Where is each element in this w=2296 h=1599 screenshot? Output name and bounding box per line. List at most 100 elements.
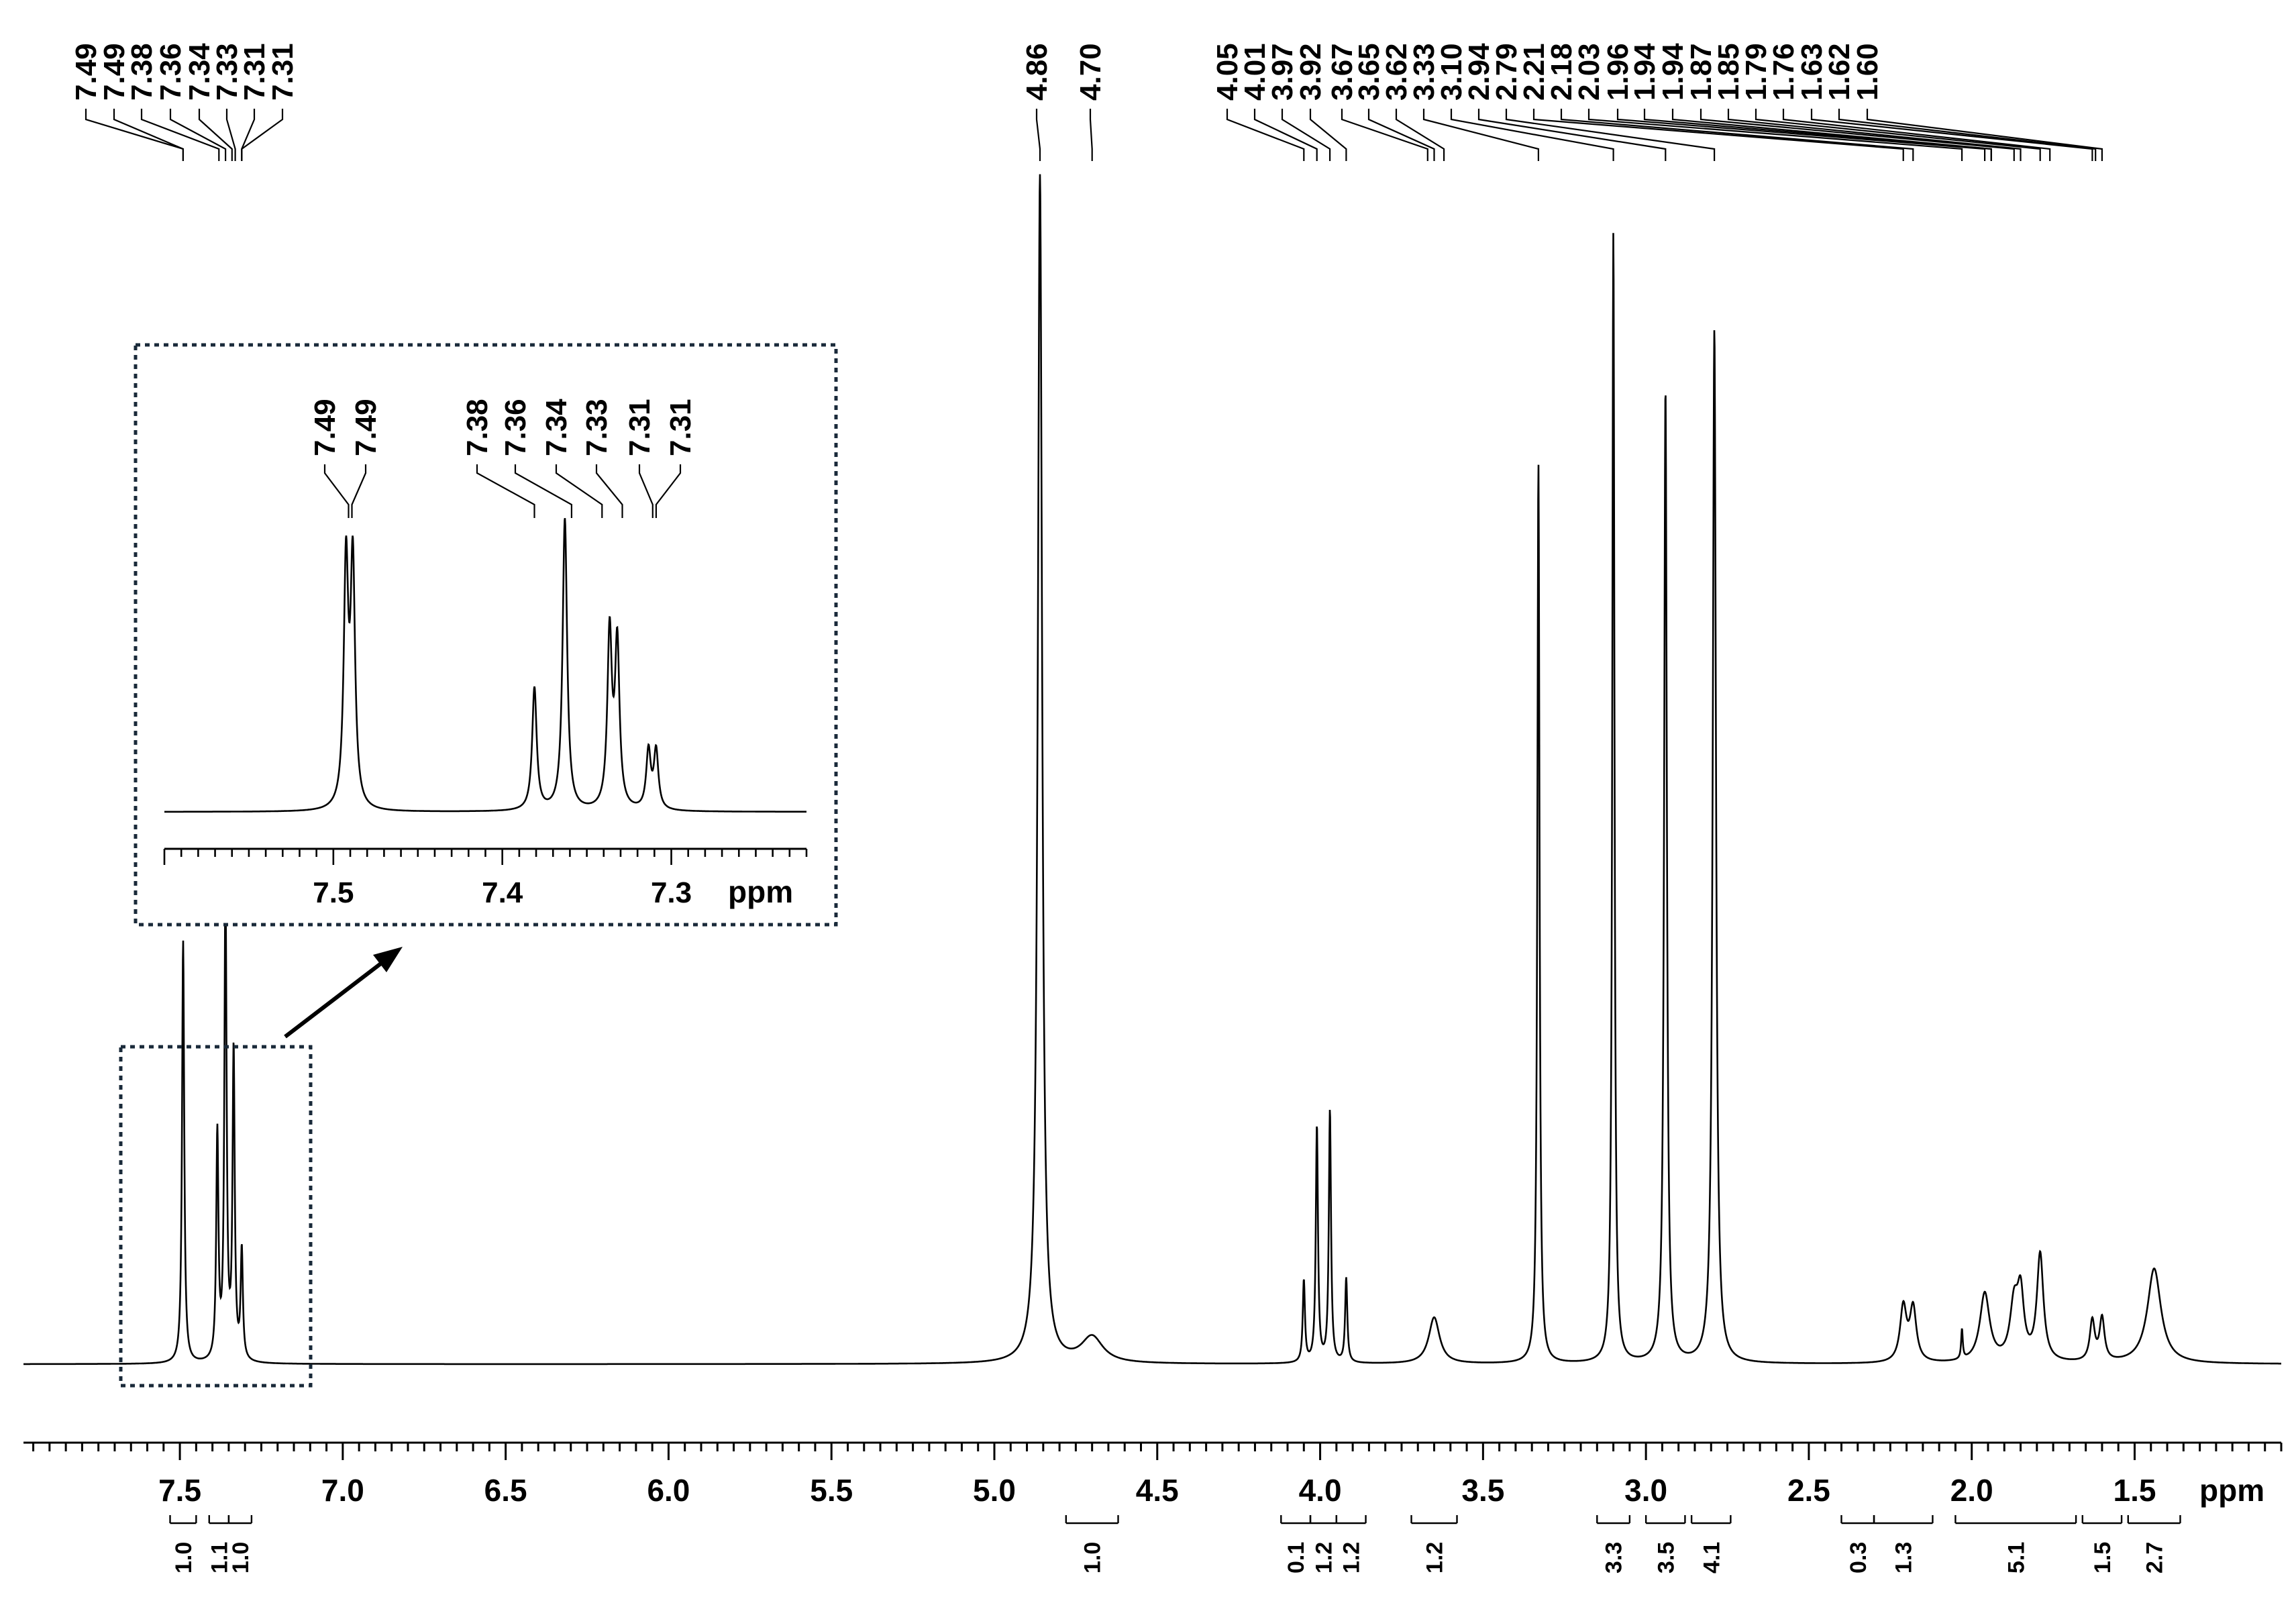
peak-connector bbox=[1395, 109, 1445, 161]
peak-connector bbox=[1309, 109, 1347, 161]
peak-connector bbox=[198, 109, 233, 161]
inset-peak-connector bbox=[476, 464, 535, 518]
integral-value: 1.1 bbox=[207, 1542, 232, 1574]
x-axis-unit: ppm bbox=[2199, 1473, 2264, 1508]
peak-label: 3.67 bbox=[1326, 43, 1359, 101]
inset-peak-label: 7.34 bbox=[540, 399, 573, 456]
peak-label: 7.36 bbox=[154, 43, 187, 101]
peak-connector bbox=[1560, 109, 1914, 161]
integral-value: 0.1 bbox=[1284, 1542, 1309, 1574]
integral-bracket bbox=[1065, 1515, 1119, 1525]
peak-label: 1.96 bbox=[1602, 43, 1634, 101]
peak-label: 2.18 bbox=[1545, 43, 1578, 101]
peak-label: 4.05 bbox=[1211, 43, 1244, 101]
inset-peak-connector bbox=[638, 464, 654, 518]
inset-peak-label: 7.36 bbox=[499, 399, 532, 456]
x-tick-label: 6.0 bbox=[647, 1473, 690, 1508]
integral-bracket bbox=[2127, 1515, 2181, 1525]
peak-label: 2.94 bbox=[1463, 43, 1496, 101]
x-tick-label: 2.0 bbox=[1950, 1473, 1993, 1508]
integral-value: 3.5 bbox=[1653, 1542, 1679, 1574]
integral-value: 1.5 bbox=[2090, 1542, 2116, 1574]
peak-label: 7.49 bbox=[70, 43, 103, 101]
inset-spectrum-trace bbox=[164, 517, 806, 813]
inset-x-tick-label: 7.4 bbox=[482, 876, 523, 909]
peak-label: 1.85 bbox=[1712, 43, 1745, 101]
peak-connector bbox=[1341, 109, 1428, 161]
integral-bracket bbox=[1596, 1515, 1631, 1525]
inset-x-tick-label: 7.5 bbox=[313, 876, 354, 909]
spectrum-trace bbox=[23, 174, 2281, 1365]
peak-connector bbox=[241, 109, 284, 161]
peak-connector bbox=[1616, 109, 1986, 161]
peak-connector bbox=[1505, 109, 1716, 161]
integral-value: 5.1 bbox=[2003, 1542, 2029, 1574]
peak-connector bbox=[1281, 109, 1331, 161]
integral-value: 4.1 bbox=[1699, 1542, 1724, 1574]
peak-label: 7.33 bbox=[211, 43, 244, 101]
peak-label: 7.34 bbox=[183, 43, 216, 101]
peak-connector bbox=[1838, 109, 2097, 161]
peak-connector bbox=[1035, 109, 1041, 161]
peak-connector bbox=[1671, 109, 1992, 161]
peak-connector bbox=[241, 109, 256, 161]
peak-connector bbox=[113, 109, 184, 161]
x-tick-label: 7.0 bbox=[321, 1473, 364, 1508]
peak-label: 1.94 bbox=[1628, 43, 1661, 101]
inset-peak-label: 7.49 bbox=[350, 399, 382, 456]
peak-label: 7.49 bbox=[98, 43, 131, 101]
peak-label: 1.94 bbox=[1657, 43, 1689, 101]
integral-bracket bbox=[169, 1515, 197, 1525]
x-tick-label: 5.0 bbox=[973, 1473, 1016, 1508]
integral-bracket bbox=[1690, 1515, 1732, 1525]
x-tick-label: 4.5 bbox=[1136, 1473, 1179, 1508]
peak-label: 2.21 bbox=[1518, 43, 1551, 101]
integral-value: 1.2 bbox=[1339, 1542, 1365, 1574]
integral-value: 2.7 bbox=[2142, 1542, 2168, 1574]
peak-label: 3.33 bbox=[1408, 43, 1441, 101]
x-tick-label: 2.5 bbox=[1787, 1473, 1830, 1508]
peak-label: 3.10 bbox=[1435, 43, 1468, 101]
peak-label: 4.86 bbox=[1021, 43, 1053, 101]
integral-value: 1.0 bbox=[1080, 1542, 1106, 1574]
inset-peak-label: 7.31 bbox=[623, 399, 656, 456]
peak-label: 3.62 bbox=[1380, 43, 1413, 101]
inset-peak-labels: 7.49 7.49 7.38 7.36 7.34 7.33 7.31 7.31 bbox=[309, 399, 697, 518]
peak-connector bbox=[1226, 109, 1305, 161]
peak-label: 4.70 bbox=[1074, 43, 1107, 101]
integral-bracket bbox=[1335, 1515, 1367, 1525]
peak-connector bbox=[1477, 109, 1667, 161]
integral-bracket bbox=[208, 1515, 230, 1525]
peak-label: 1.76 bbox=[1767, 43, 1800, 101]
peak-connector bbox=[1450, 109, 1614, 161]
inset-peak-connector bbox=[655, 464, 682, 518]
inset-peak-connector bbox=[351, 464, 367, 518]
inset-peak-connector bbox=[323, 464, 350, 518]
x-tick-label: 4.0 bbox=[1299, 1473, 1342, 1508]
inset-frame bbox=[134, 343, 838, 927]
peak-label: 1.79 bbox=[1740, 43, 1773, 101]
integral-value: 1.0 bbox=[228, 1542, 254, 1574]
peak-connector bbox=[1643, 109, 1992, 161]
integral-bracket bbox=[1309, 1515, 1338, 1525]
peak-connector bbox=[140, 109, 220, 161]
zoom-arrowhead bbox=[373, 947, 403, 972]
peak-label: 3.92 bbox=[1294, 43, 1327, 101]
peak-connector bbox=[1367, 109, 1435, 161]
peak-connector bbox=[1587, 109, 1963, 161]
integral-bracket bbox=[1410, 1515, 1458, 1525]
peak-label: 2.03 bbox=[1573, 43, 1606, 101]
peak-connector bbox=[1755, 109, 2041, 161]
integral-value: 3.3 bbox=[1602, 1542, 1627, 1574]
x-tick-label: 3.0 bbox=[1624, 1473, 1667, 1508]
inset-peak-label: 7.33 bbox=[580, 399, 613, 456]
peak-connector bbox=[169, 109, 227, 161]
integral-bracket bbox=[1840, 1515, 1875, 1525]
peak-connector bbox=[1782, 109, 2051, 161]
inset-x-tick-label: 7.3 bbox=[651, 876, 692, 909]
integral-value: 1.3 bbox=[1891, 1542, 1917, 1574]
x-tick-label: 3.5 bbox=[1461, 1473, 1504, 1508]
integral-bracket bbox=[2081, 1515, 2123, 1525]
integral-value: 1.0 bbox=[171, 1542, 197, 1574]
